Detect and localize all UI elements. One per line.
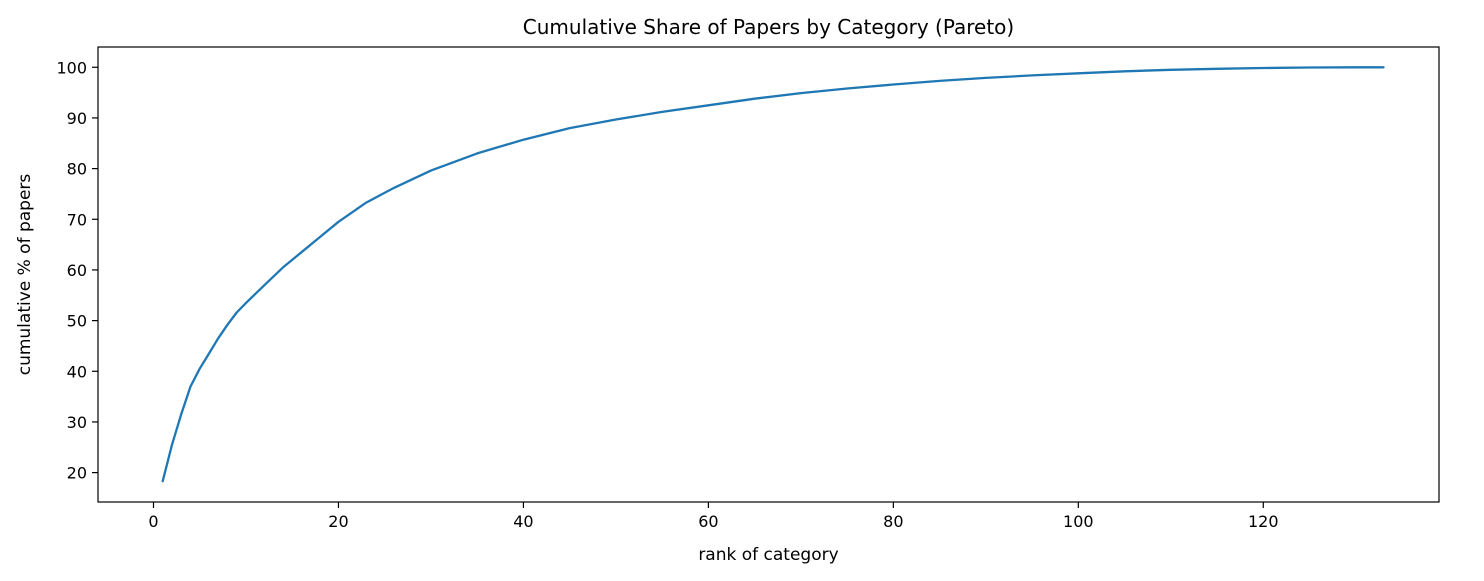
y-tick-label: 70: [67, 210, 87, 229]
chart-title: Cumulative Share of Papers by Category (…: [523, 15, 1014, 39]
x-tick-label: 20: [328, 512, 348, 531]
x-tick-label: 60: [698, 512, 718, 531]
y-tick-label: 100: [56, 58, 87, 77]
x-tick-label: 40: [513, 512, 533, 531]
y-tick-label: 20: [67, 464, 87, 483]
plot-frame: [97, 46, 1440, 503]
y-axis-ticks: 20 30 40 50 60 70 80 90 100: [56, 58, 98, 483]
y-axis-label: cumulative % of papers: [15, 174, 35, 376]
y-tick-label: 50: [67, 312, 87, 331]
x-tick-label: 0: [148, 512, 158, 531]
y-tick-label: 60: [67, 261, 87, 280]
x-tick-label: 120: [1248, 512, 1279, 531]
y-tick-label: 30: [67, 413, 87, 432]
y-tick-label: 80: [67, 160, 87, 179]
x-axis-label: rank of category: [698, 545, 838, 565]
x-axis-ticks: 0 20 40 60 80 100 120: [148, 502, 1279, 531]
cumulative-share-line: [161, 66, 1385, 483]
y-tick-label: 40: [67, 362, 87, 381]
y-tick-label: 90: [67, 109, 87, 128]
x-tick-label: 100: [1063, 512, 1094, 531]
x-tick-label: 80: [883, 512, 903, 531]
